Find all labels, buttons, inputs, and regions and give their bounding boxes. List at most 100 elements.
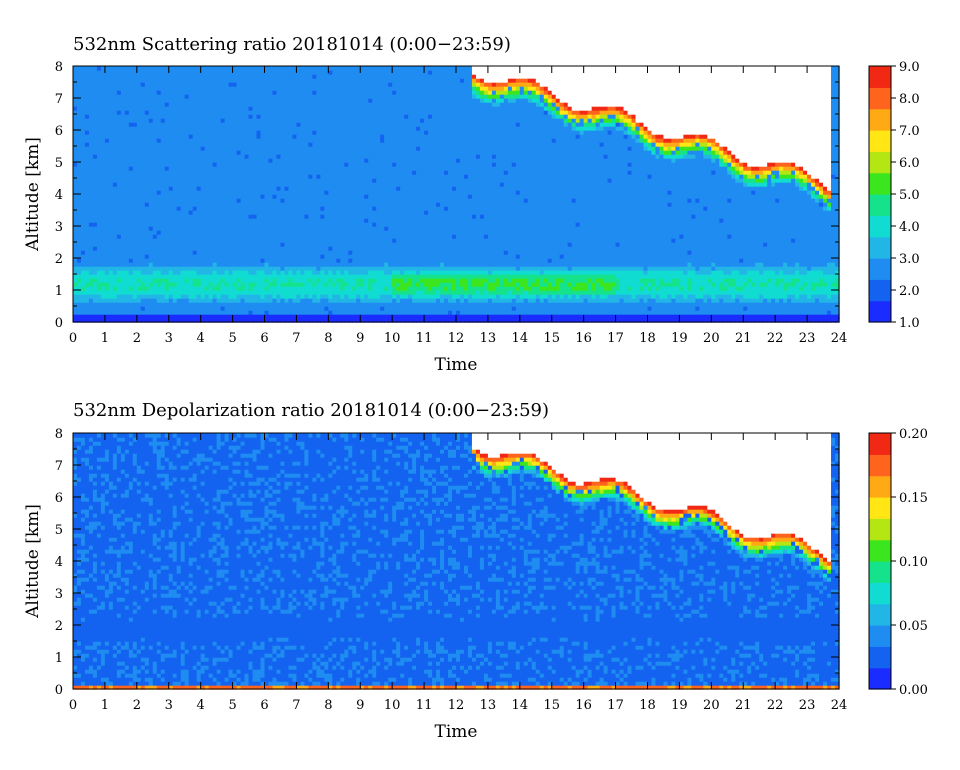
heatmap-cell [312, 314, 318, 319]
heatmap-cell [160, 110, 166, 115]
heatmap-cell [332, 130, 338, 135]
heatmap-cell [200, 242, 206, 247]
heatmap-cell [184, 206, 190, 211]
heatmap-cell [216, 90, 222, 95]
heatmap-cell [92, 126, 98, 131]
heatmap-cell [116, 298, 122, 303]
heatmap-cell [336, 178, 341, 183]
heatmap-cell [336, 154, 341, 159]
heatmap-cell [188, 250, 194, 255]
heatmap-cell [124, 306, 130, 311]
heatmap-cell [224, 242, 230, 247]
heatmap-cell [116, 114, 122, 119]
heatmap-cell [292, 162, 298, 167]
heatmap-cell [324, 106, 330, 111]
heatmap-cell [76, 230, 82, 235]
heatmap-cell [292, 78, 298, 83]
heatmap-cell [92, 166, 98, 171]
heatmap-cell [376, 130, 381, 135]
heatmap-cell [344, 166, 349, 171]
heatmap-cell [84, 86, 90, 91]
heatmap-cell [112, 210, 118, 215]
heatmap-cell [368, 142, 373, 147]
heatmap-cell [240, 82, 246, 87]
heatmap-cell [328, 182, 334, 187]
heatmap-cell [296, 254, 302, 259]
heatmap-cell [128, 118, 134, 123]
heatmap-cell [356, 254, 361, 259]
heatmap-cell [300, 70, 306, 75]
heatmap-cell [116, 254, 122, 259]
heatmap-cell [240, 298, 246, 303]
heatmap-cell [96, 298, 102, 303]
heatmap-cell [348, 274, 353, 279]
heatmap-cell [372, 114, 377, 119]
heatmap-cell [224, 146, 230, 151]
heatmap-cell [336, 246, 341, 251]
heatmap-cell [128, 298, 134, 303]
heatmap-cell [324, 230, 330, 235]
heatmap-cell [256, 258, 262, 263]
heatmap-cell [356, 270, 361, 275]
heatmap-cell [144, 86, 150, 91]
heatmap-cell [164, 142, 170, 147]
heatmap-cell [156, 246, 162, 251]
heatmap-cell [112, 146, 118, 151]
heatmap-cell [296, 190, 302, 195]
heatmap-cell [168, 102, 174, 107]
heatmap-cell [372, 274, 377, 279]
heatmap-cell [312, 246, 318, 251]
heatmap-cell [232, 154, 238, 159]
heatmap-cell [288, 86, 294, 91]
heatmap-cell [244, 130, 250, 135]
heatmap-cell [376, 118, 381, 123]
heatmap-cell [208, 122, 214, 127]
heatmap-cell [224, 314, 230, 319]
heatmap-cell [336, 138, 341, 143]
heatmap-cell [324, 66, 330, 71]
heatmap-cell [284, 198, 290, 203]
heatmap-cell [336, 130, 341, 135]
heatmap-cell [88, 190, 94, 195]
heatmap-cell [112, 306, 118, 311]
heatmap-cell [168, 278, 174, 283]
heatmap-cell [212, 126, 218, 131]
heatmap-cell [368, 250, 373, 255]
heatmap-cell [172, 230, 178, 235]
heatmap-cell [244, 270, 250, 275]
heatmap-cell [272, 310, 278, 315]
heatmap-cell [248, 74, 254, 79]
heatmap-cell [124, 106, 130, 111]
heatmap-cell [284, 166, 290, 171]
heatmap-cell [128, 314, 134, 319]
heatmap-cell [128, 302, 134, 307]
heatmap-cell [332, 258, 338, 263]
heatmap-cell [244, 182, 250, 187]
heatmap-cell [212, 218, 218, 223]
heatmap-cell [312, 202, 318, 207]
heatmap-cell [332, 274, 338, 279]
heatmap-cell [116, 154, 122, 159]
heatmap-cell [260, 278, 266, 283]
heatmap-cell [276, 222, 282, 227]
heatmap-cell [76, 290, 82, 295]
heatmap-cell [260, 134, 266, 139]
heatmap-cell [380, 174, 385, 179]
heatmap-cell [292, 306, 298, 311]
heatmap-cell [268, 238, 274, 243]
heatmap-cell [232, 82, 238, 87]
heatmap-cell [284, 282, 290, 287]
heatmap-cell [376, 166, 381, 171]
heatmap-cell [240, 70, 246, 75]
heatmap-cell [292, 250, 298, 255]
heatmap-cell [204, 150, 210, 155]
heatmap-cell [312, 210, 318, 215]
heatmap-cell [320, 118, 326, 123]
heatmap-cell [108, 302, 114, 307]
heatmap-cell [88, 258, 94, 263]
heatmap-cell [80, 262, 86, 267]
heatmap-cell [216, 214, 222, 219]
heatmap-cell [148, 270, 154, 275]
heatmap-cell [152, 242, 158, 247]
heatmap-cell [180, 238, 186, 243]
